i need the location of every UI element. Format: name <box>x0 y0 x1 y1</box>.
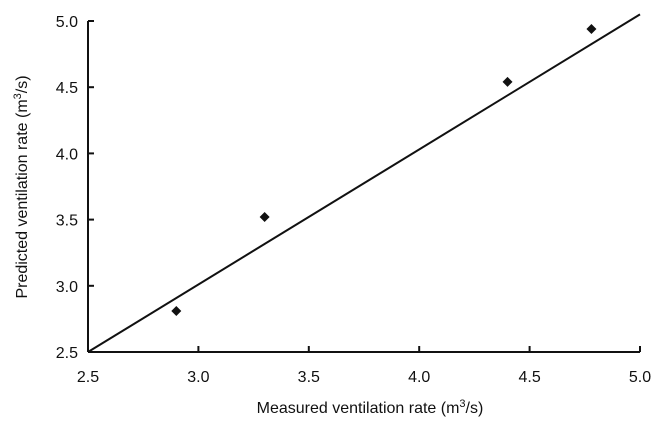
points-layer <box>171 23 597 316</box>
x-tick-label-1: 3.0 <box>187 369 209 386</box>
x-axis-title: Measured ventilation rate (m3/s) <box>257 398 484 417</box>
y-tick-label-1: 3.0 <box>56 279 78 296</box>
x-tick-label-3: 4.0 <box>408 369 430 386</box>
data-point-2 <box>502 76 513 87</box>
x-axis-title-suffix: /s) <box>466 400 484 417</box>
data-point-0 <box>171 305 182 316</box>
y-axis-title-prefix: Predicted ventilation rate (m <box>14 99 31 298</box>
x-axis-title-sup: 3 <box>459 398 465 410</box>
x-tick-label-5: 5.0 <box>629 369 651 386</box>
y-tick-label-5: 5.0 <box>56 14 78 31</box>
y-axis-title: Predicted ventilation rate (m3/s) <box>12 75 31 298</box>
y-axis-title-suffix: /s) <box>14 75 31 93</box>
y-tick-label-2: 3.5 <box>56 213 78 230</box>
data-point-1 <box>259 211 270 222</box>
fit-line <box>87 13 641 353</box>
ticks-layer: 2.5 3.0 3.5 4.0 4.5 5.0 2.5 3.0 3.5 4.0 4.5 5.0 <box>56 14 651 386</box>
y-tick-label-3: 4.0 <box>56 146 78 163</box>
x-axis-title-prefix: Measured ventilation rate (m <box>257 400 460 417</box>
data-point-3 <box>586 23 597 34</box>
x-tick-label-4: 4.5 <box>518 369 540 386</box>
x-tick-label-0: 2.5 <box>77 369 99 386</box>
y-axis-title-sup: 3 <box>12 93 24 99</box>
y-tick-label-4: 4.5 <box>56 80 78 97</box>
x-tick-label-2: 3.5 <box>298 369 320 386</box>
y-tick-label-0: 2.5 <box>56 345 78 362</box>
